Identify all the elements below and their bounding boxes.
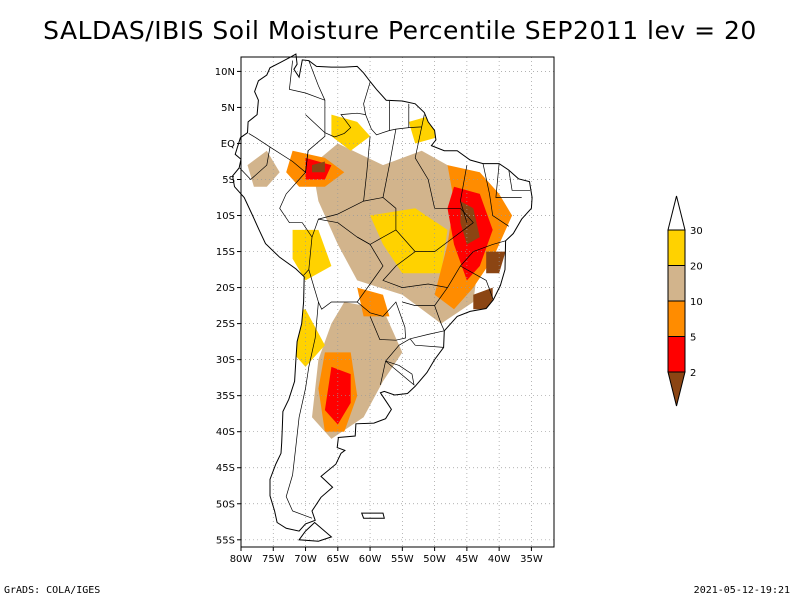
lon-tick-label: 40W (488, 554, 511, 565)
legend-label: 2 (690, 368, 696, 379)
percentile-region-10 (357, 287, 390, 317)
legend-label: 30 (690, 226, 703, 237)
country-borders (239, 60, 531, 542)
map-frame (240, 56, 555, 548)
lon-tick-label: 50W (423, 554, 446, 565)
longitude-axis: 80W 75W 70W 65W 60W 55W 50W 45W 40W 35W (230, 547, 543, 565)
percentile-region-2 (312, 161, 325, 173)
legend-swatch (667, 300, 686, 337)
lat-tick-label: 55S (216, 535, 235, 546)
coastline (232, 53, 533, 532)
colorbar-legend: 30 20 10 5 2 (667, 195, 703, 407)
lat-tick-label: 45S (216, 463, 235, 474)
map-area: 10N5NEQ5S10S15S20S25S30S35S40S45S50S55S … (215, 53, 555, 565)
lat-tick-label: 40S (216, 427, 235, 438)
lat-tick-label: 35S (216, 391, 235, 402)
lon-tick-label: 35W (520, 554, 543, 565)
percentile-region-2 (473, 287, 493, 310)
legend-label: 20 (690, 262, 703, 273)
percentile-region-30 (292, 229, 332, 281)
legend-arrow-bottom (667, 371, 686, 407)
lat-tick-label: 5N (221, 103, 235, 114)
lat-tick-label: 25S (216, 319, 235, 330)
percentile-region-2 (460, 201, 480, 245)
legend-label: 10 (690, 297, 703, 308)
lon-tick-label: 75W (262, 554, 285, 565)
lat-tick-label: 50S (216, 499, 235, 510)
percentile-region-30 (331, 114, 371, 151)
legend-label: 5 (690, 333, 696, 344)
lon-tick-label: 70W (294, 554, 317, 565)
lon-tick-label: 55W (391, 554, 414, 565)
percentile-region-20 (247, 150, 280, 187)
lat-tick-label: 5S (222, 175, 235, 186)
latitude-axis: 10N 5N EQ 5S 10S 15S 20S 25S 30S 35S 40S 45S 50S 55S (215, 67, 241, 546)
legend-swatch (667, 229, 686, 266)
footer-software-credit: GrADS: COLA/IGES (4, 585, 101, 596)
footer-timestamp: 2021-05-12-19:21 (693, 585, 790, 596)
lat-tick-label: 30S (216, 355, 235, 366)
legend-swatch (667, 265, 686, 302)
lat-tick-label: 15S (216, 247, 235, 258)
lat-tick-label: 10S (216, 211, 235, 222)
percentile-region-30 (370, 208, 448, 274)
lat-tick-label: EQ (221, 139, 235, 150)
lon-tick-label: 60W (359, 554, 382, 565)
map-background (241, 57, 554, 547)
lon-tick-label: 45W (456, 554, 479, 565)
lon-tick-label: 80W (230, 554, 253, 565)
legend-arrow-top (667, 195, 686, 231)
map-title: SALDAS/IBIS Soil Moisture Percentile SEP… (43, 16, 757, 45)
percentile-region-2 (486, 251, 506, 274)
legend-swatch (667, 336, 686, 373)
lon-tick-label: 65W (326, 554, 349, 565)
lat-tick-label: 10N (215, 67, 235, 78)
lat-tick-label: 20S (216, 283, 235, 294)
